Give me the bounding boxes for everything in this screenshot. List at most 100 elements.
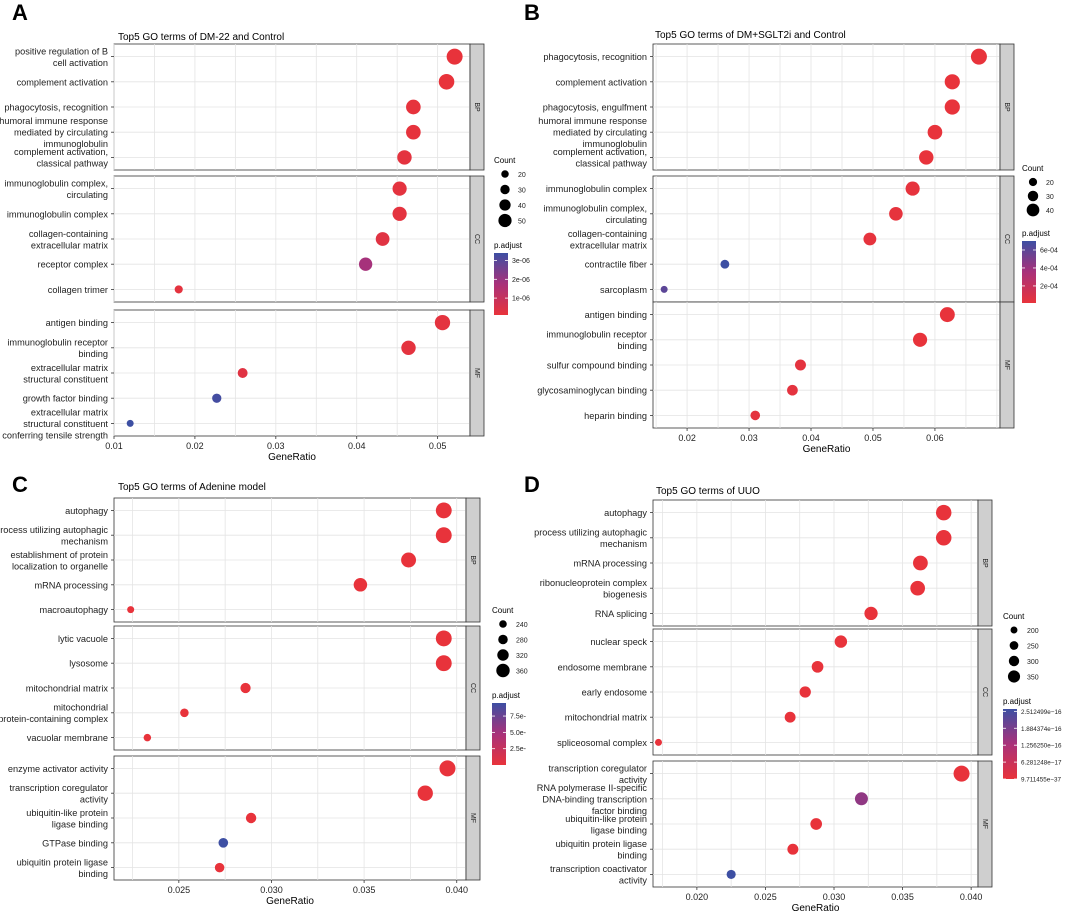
term-label: complement activation, classical pathway xyxy=(14,147,108,169)
term-label: receptor complex xyxy=(38,260,109,270)
data-point xyxy=(392,181,407,196)
term-label: antigen binding xyxy=(46,318,108,328)
term-label-line: localization to organelle xyxy=(12,561,108,571)
facet-CC: CC lytic vacuole lysosome mitochondrial mat… xyxy=(0,625,481,751)
legend-padj-colorbar xyxy=(494,253,508,315)
term-label: lytic vacuole xyxy=(58,634,108,644)
term-label: transcription coactivator activity xyxy=(550,864,647,886)
term-label: ubiquitin protein ligase binding xyxy=(17,857,108,879)
x-tick-label: 0.030 xyxy=(260,885,283,895)
term-label-line: contractile fiber xyxy=(585,260,647,270)
term-label: autophagy xyxy=(604,508,647,518)
facet-strip-label: CC xyxy=(469,683,476,693)
legend-count-label: 240 xyxy=(516,622,528,629)
data-point xyxy=(654,738,662,746)
term-label: RNA splicing xyxy=(595,609,647,619)
term-label-line: spliceosomal complex xyxy=(557,738,647,748)
facet-strip xyxy=(977,628,993,756)
term-label: nuclear speck xyxy=(590,637,647,647)
term-label: early endosome xyxy=(582,688,647,698)
facet-BP: BP phagocytosis, recognition complement ac… xyxy=(538,43,1015,171)
term-label-line: process utilizing autophagic xyxy=(0,525,108,535)
term-label-line: autophagy xyxy=(604,508,647,518)
term-label-line: ubiquitin-like protein xyxy=(565,814,647,824)
term-label-line: activity xyxy=(80,794,108,804)
term-label-line: autophagy xyxy=(65,506,108,516)
term-label-line: phagocytosis, recognition xyxy=(4,103,108,113)
x-tick-label: 0.03 xyxy=(740,433,758,443)
legend-padj-title: p.adjust xyxy=(494,241,523,250)
panel-C: C Top5 GO terms of Adenine model BP autopha… xyxy=(0,472,528,907)
facet-BP: BP positive regulation of B cell activatio… xyxy=(0,43,485,171)
facet-strip-label: BP xyxy=(469,555,476,565)
term-label: mRNA processing xyxy=(573,559,647,569)
data-point xyxy=(944,99,960,115)
term-label: RNA polymerase II-specific DNA-binding tr… xyxy=(537,783,648,816)
term-label: process utilizing autophagic mechanism xyxy=(0,525,108,547)
legend-padj-title: p.adjust xyxy=(1003,697,1032,706)
data-point xyxy=(935,504,952,521)
term-label: growth factor binding xyxy=(23,394,108,404)
panel-letter: C xyxy=(12,472,28,497)
term-label-line: binding xyxy=(617,850,647,860)
data-point xyxy=(358,257,373,271)
term-label: collagen-containing extracellular matrix xyxy=(568,229,648,251)
data-point xyxy=(787,384,798,396)
legend-padj-colorbar xyxy=(492,703,506,765)
term-label: mitochondrial matrix xyxy=(565,713,648,723)
term-label-line: extracellular matrix xyxy=(31,240,108,250)
legend-count-dot xyxy=(498,213,512,228)
facet-strip xyxy=(999,301,1015,429)
x-axis-label: GeneRatio xyxy=(803,444,851,455)
data-point xyxy=(660,285,668,293)
legend-count-dot xyxy=(1010,626,1018,634)
legend-count-dot xyxy=(1028,177,1038,187)
data-point xyxy=(212,393,222,403)
facet-strip-label: BP xyxy=(473,102,480,112)
facet-strip-label: BP xyxy=(1003,102,1010,112)
data-point xyxy=(218,837,229,848)
term-label: sulfur compound binding xyxy=(547,361,647,371)
legend-count-dot xyxy=(1008,655,1020,667)
term-label: phagocytosis, engulfment xyxy=(543,103,648,113)
term-label-line: ubiquitin-like protein xyxy=(26,808,108,818)
data-point xyxy=(953,765,970,782)
term-label-line: RNA polymerase II-specific xyxy=(537,783,648,793)
term-label: ribonucleoprotein complex biogenesis xyxy=(540,578,648,600)
legend-count-label: 20 xyxy=(1046,180,1054,187)
data-point xyxy=(353,578,368,592)
legend-count-dot xyxy=(499,199,511,211)
x-tick-label: 0.030 xyxy=(823,892,846,902)
data-point xyxy=(863,232,877,246)
term-label: mitochondrial matrix xyxy=(26,684,109,694)
term-label-line: binding xyxy=(78,349,108,359)
term-label-line: positive regulation of B xyxy=(15,46,108,56)
x-tick-label: 0.05 xyxy=(429,441,447,451)
term-label-line: glycosaminoglycan binding xyxy=(537,386,647,396)
data-point xyxy=(939,307,955,323)
x-tick-label: 0.040 xyxy=(960,892,983,902)
legend-count-label: 200 xyxy=(1027,628,1039,635)
term-label-line: phagocytosis, engulfment xyxy=(543,103,648,113)
term-label-line: receptor complex xyxy=(38,260,109,270)
legend-padj-label: 2e-04 xyxy=(1040,283,1058,290)
x-tick-label: 0.06 xyxy=(926,433,944,443)
term-label: humoral immune response mediated by circu… xyxy=(0,116,108,149)
legend-count-dot xyxy=(496,663,510,678)
term-label-line: classical pathway xyxy=(37,159,109,169)
data-point xyxy=(799,686,811,698)
legend-count-label: 350 xyxy=(1027,675,1039,682)
legend-padj-label: 2e-06 xyxy=(512,277,530,284)
term-label: GTPase binding xyxy=(42,838,108,848)
facet-BP: BP autophagy process utilizing autophagic m… xyxy=(0,497,481,623)
legend-count-dot xyxy=(497,649,509,661)
term-label-line: RNA splicing xyxy=(595,609,647,619)
term-label-line: extracellular matrix xyxy=(31,407,108,417)
data-point xyxy=(375,232,390,246)
x-tick-label: 0.05 xyxy=(864,433,882,443)
legend-padj-title: p.adjust xyxy=(492,691,521,700)
legend-padj-label: 3e-06 xyxy=(512,258,530,265)
term-label-line: circulating xyxy=(606,215,647,225)
data-point xyxy=(435,527,452,544)
